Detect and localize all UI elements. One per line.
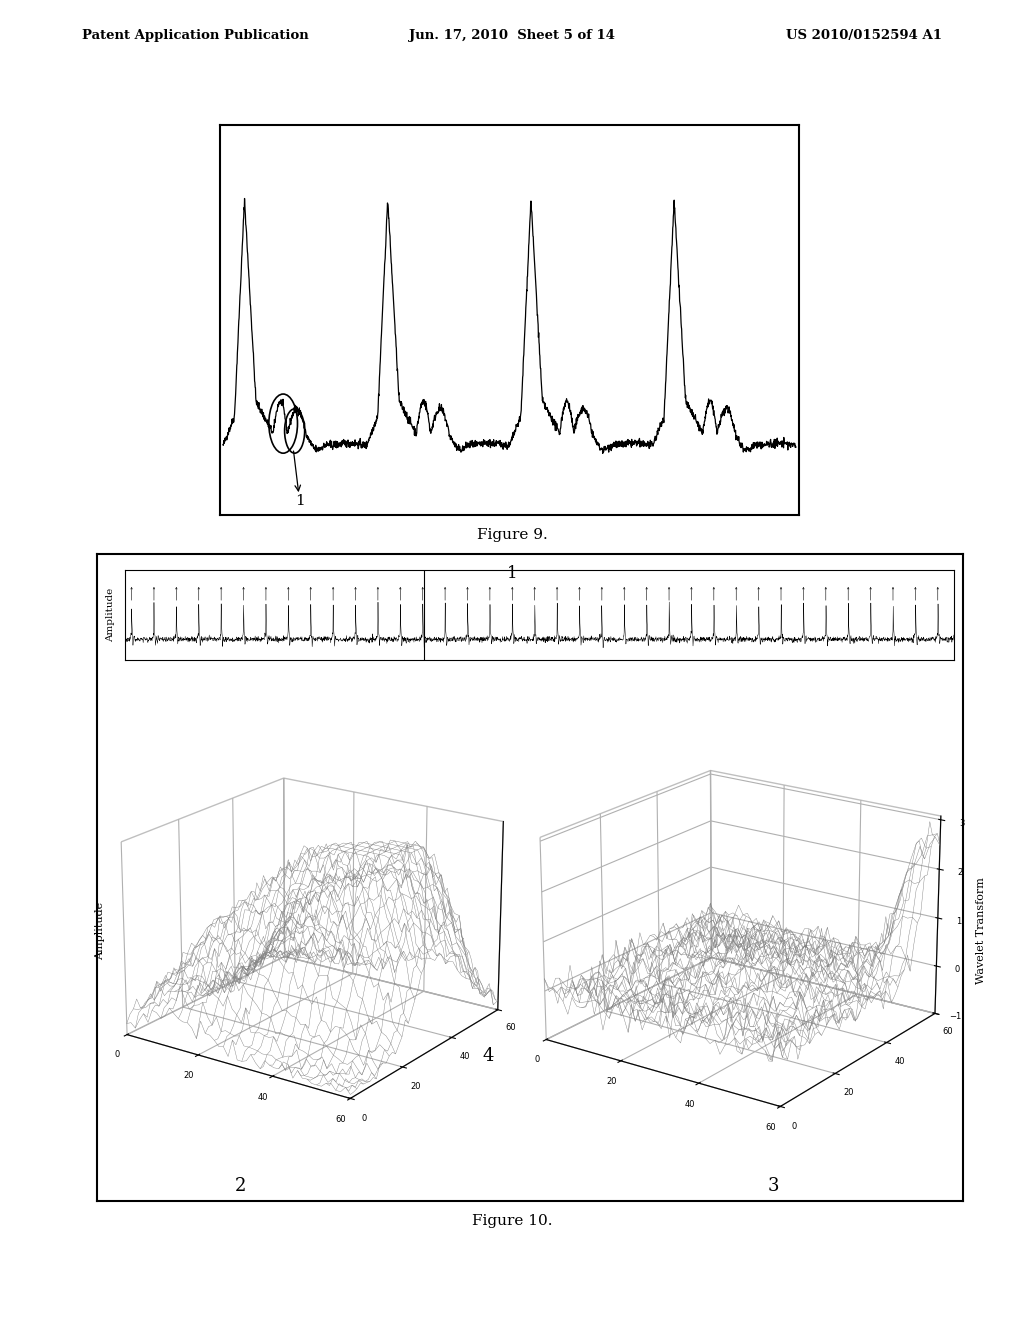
Text: 1: 1 — [296, 494, 305, 508]
Text: Wavelet Transform: Wavelet Transform — [976, 878, 986, 983]
Text: Jun. 17, 2010  Sheet 5 of 14: Jun. 17, 2010 Sheet 5 of 14 — [409, 29, 615, 42]
Text: 4: 4 — [482, 1047, 495, 1065]
Text: US 2010/0152594 A1: US 2010/0152594 A1 — [786, 29, 942, 42]
Text: 2: 2 — [234, 1176, 247, 1195]
Text: Amplitude: Amplitude — [95, 902, 105, 960]
Text: Patent Application Publication: Patent Application Publication — [82, 29, 308, 42]
Text: Figure 9.: Figure 9. — [476, 528, 548, 543]
Text: 1: 1 — [507, 565, 517, 582]
Text: Figure 10.: Figure 10. — [472, 1214, 552, 1229]
Text: 3: 3 — [767, 1176, 779, 1195]
Text: Amplitude: Amplitude — [106, 587, 115, 643]
